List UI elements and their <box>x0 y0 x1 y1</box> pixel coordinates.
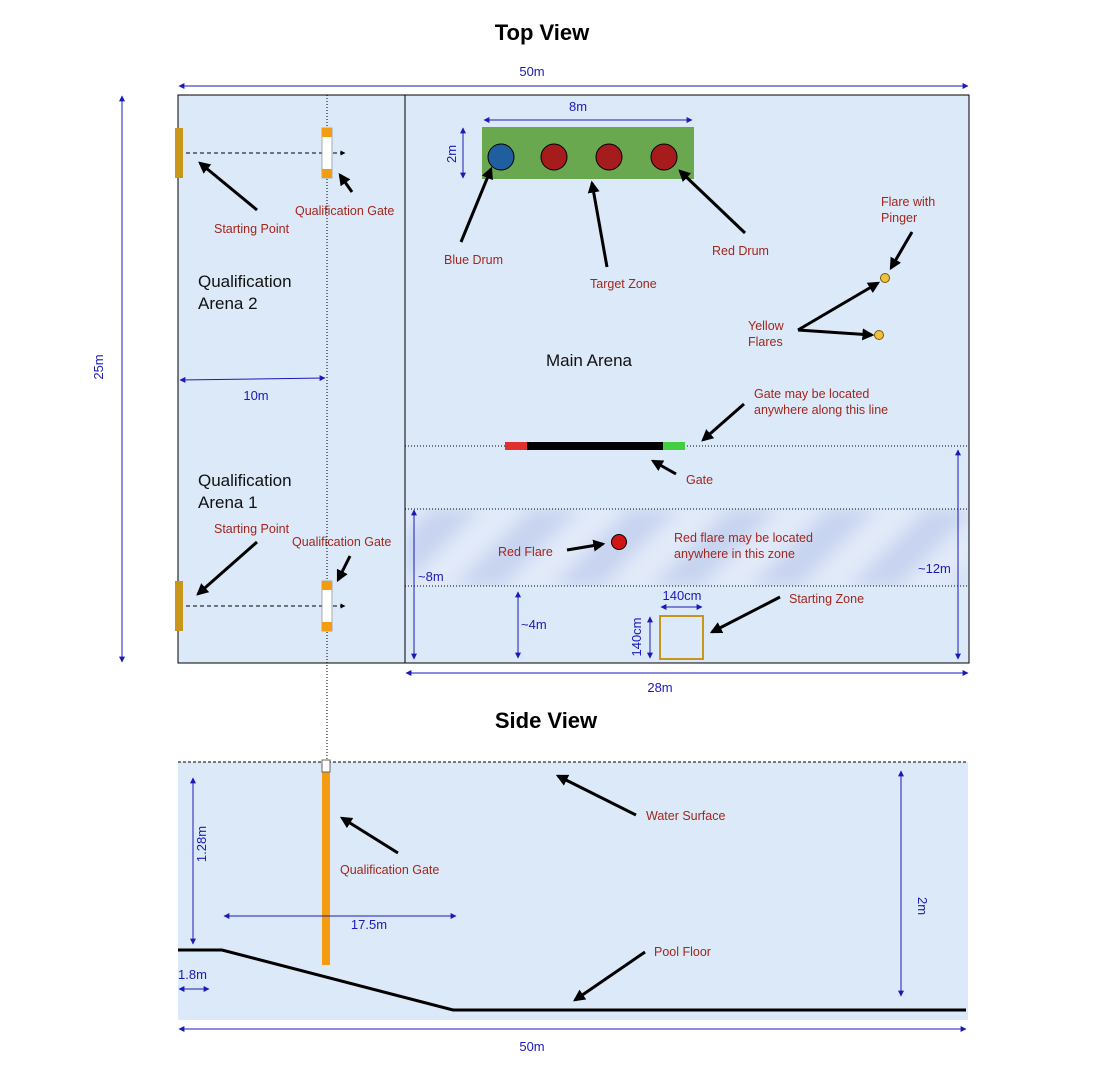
pool-floor-line <box>178 948 966 1012</box>
top-view-title: Top View <box>495 20 590 45</box>
zone-right-dim-label: ~12m <box>918 561 951 576</box>
arrow-gate <box>650 459 677 476</box>
gate-note-line1: Gate may be located <box>754 387 869 401</box>
qual-arena-2-label-line2: Arena 2 <box>198 294 258 313</box>
arrow-blue-drum <box>459 166 493 243</box>
arrow-water-surface <box>555 774 637 817</box>
width-dim-label: 50m <box>519 64 544 79</box>
gate-note-line2: anywhere along this line <box>754 403 888 417</box>
qual-width-dim-label: 10m <box>243 388 268 403</box>
side-water <box>178 762 968 1020</box>
arrow-yellow-flare-1 <box>797 281 881 332</box>
red-flare-note-line2: anywhere in this zone <box>674 547 795 561</box>
main-width-dim-label: 28m <box>647 680 672 695</box>
arrow-gate-note <box>701 402 745 442</box>
red-drum-1 <box>540 143 568 171</box>
arrow-qual-gate-top <box>338 173 354 193</box>
qual-arena-2-label-line1: Qualification <box>198 272 292 291</box>
starting-zone <box>659 615 704 660</box>
arrow-flare-pinger <box>889 231 914 271</box>
red-flare-note-line1: Red flare may be located <box>674 531 813 545</box>
red-drum-3 <box>650 143 678 171</box>
starting-zone-label: Starting Zone <box>789 592 864 606</box>
gate-label: Gate <box>686 473 713 487</box>
arrow-starting-point-bottom <box>196 540 258 596</box>
blue-drum-label: Blue Drum <box>444 253 503 267</box>
yellow-flare <box>874 330 884 340</box>
arrow-qual-gate-bottom <box>336 555 352 583</box>
flare-pinger-label-line2: Pinger <box>881 211 917 225</box>
qualification-area <box>177 94 406 664</box>
height-dim-label: 25m <box>91 354 106 379</box>
qual-arena-1-label-line1: Qualification <box>198 471 292 490</box>
length-dim-label: 50m <box>519 1039 544 1054</box>
shallow-dim-label: 1.8m <box>178 967 207 982</box>
side-qual-gate-top <box>321 759 331 773</box>
starting-point-top-marker <box>175 128 183 178</box>
main-arena-label: Main Arena <box>546 351 633 370</box>
red-drum-label: Red Drum <box>712 244 769 258</box>
red-flare <box>611 534 627 550</box>
qual-gate-bottom-label: Qualification Gate <box>292 535 391 549</box>
start-offset-dim-label: ~4m <box>521 617 547 632</box>
arrow-red-flare <box>566 539 606 552</box>
arrow-yellow-flare-2 <box>797 328 875 341</box>
arrow-red-drum <box>678 169 747 235</box>
qual-gate-top-label: Qualification Gate <box>295 204 394 218</box>
flare-pinger-label-line1: Flare with <box>881 195 935 209</box>
pool-floor-label: Pool Floor <box>654 945 711 959</box>
flare-with-pinger <box>880 273 890 283</box>
arrow-pool-floor <box>573 950 646 1002</box>
main-gate <box>505 442 685 450</box>
starting-point-bottom-label: Starting Point <box>214 522 290 536</box>
yellow-flares-label-line1: Yellow <box>748 319 785 333</box>
arrow-target-zone <box>587 180 609 268</box>
arrow-starting-point-top <box>198 161 258 212</box>
target-width-dim-label: 8m <box>569 99 587 114</box>
qual-arena-1-label-line2: Arena 1 <box>198 493 258 512</box>
side-qual-gate-label: Qualification Gate <box>340 863 439 877</box>
blue-drum <box>487 143 515 171</box>
target-height-dim-label: 2m <box>444 145 459 163</box>
side-qual-gate-pole <box>322 772 330 965</box>
red-flare-zone <box>406 509 968 586</box>
qualification-gate-top <box>321 127 333 179</box>
starting-point-top-label: Starting Point <box>214 222 290 236</box>
red-drum-2 <box>595 143 623 171</box>
arrow-starting-zone <box>709 595 781 634</box>
starting-point-bottom-marker <box>175 581 183 631</box>
yellow-flares-label-line2: Flares <box>748 335 783 349</box>
zone-left-dim-label: ~8m <box>418 569 444 584</box>
start-w-dim-label: 140cm <box>662 588 701 603</box>
target-zone-label: Target Zone <box>590 277 657 291</box>
qualification-gate-bottom <box>321 580 333 632</box>
water-surface-label: Water Surface <box>646 809 725 823</box>
arrow-side-qual-gate <box>339 816 399 855</box>
red-flare-label: Red Flare <box>498 545 553 559</box>
depth-dim-label: 2m <box>915 897 930 915</box>
start-h-dim-label: 140cm <box>629 617 644 656</box>
gate-depth-dim-label: 1.28m <box>194 826 209 862</box>
slope-len-dim-label: 17.5m <box>351 917 387 932</box>
qual-width-dim-line <box>179 375 326 383</box>
side-view-title: Side View <box>495 708 598 733</box>
